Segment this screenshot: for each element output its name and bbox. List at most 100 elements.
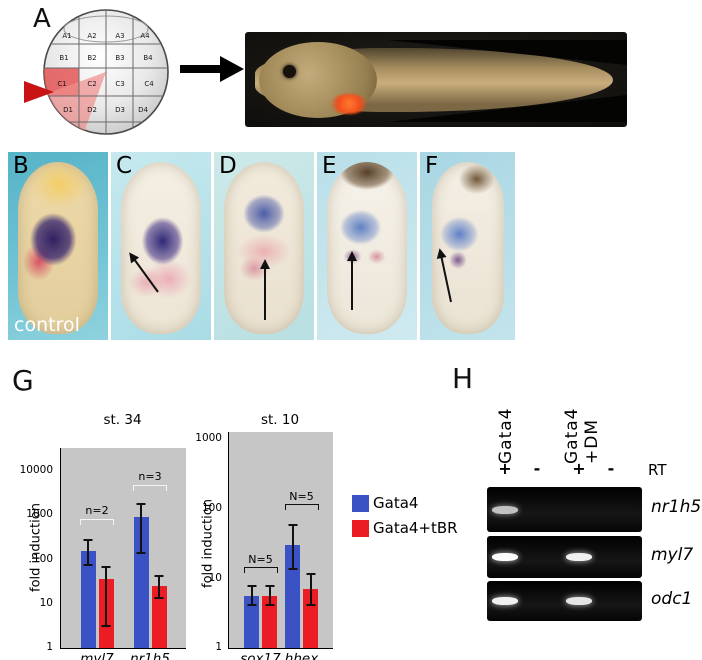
cell-label: D2 [87,106,97,114]
photo-shadow [387,40,627,65]
photo-shadow [387,95,627,122]
rt-sign: + [572,459,586,478]
error-bar [309,572,312,607]
panel-label-c: C [116,153,133,179]
bar-slot [303,432,318,648]
y-axis-ticks: 1000 100 10 1 [190,432,225,653]
bar-group-myl7: n=2 myl7 [80,448,114,660]
stain-arrow-icon [260,259,270,320]
cell-label: C4 [144,80,154,88]
panel-label-d: D [219,153,237,179]
embryo-panel-f: F [420,152,515,340]
fluorescence-spot [331,94,367,114]
y-tick-label: 1000 [195,432,222,445]
cell-label: C2 [87,80,96,88]
cell-label: B1 [59,54,68,62]
error-bar [140,503,142,555]
cell-label: A3 [115,32,124,40]
gene-label-myl7: myl7 [651,545,694,565]
tadpole-photo [245,32,627,127]
gel-group-label-gata4-dm: Gata4 +DM [562,368,602,465]
bar-slot [244,432,259,648]
bar-group-hhex: N=5 hhex [284,432,319,660]
gata4-tbr-color-swatch [352,519,369,537]
injection-arrow-icon [24,81,54,103]
annotation-n=2: n=2 [80,505,114,525]
gel-group-label-gata4: Gata4 [496,372,516,465]
annotation-N=5: N=5 [284,491,319,511]
panel-label-b: B [13,153,29,179]
gel-band-nr1h5 [492,505,518,514]
panel-label-h: H [452,362,474,395]
bar-slot [133,448,149,648]
legend-label: Gata4+tBR [373,519,458,537]
y-tick-label: 10 [208,571,222,584]
y-tick-label: 10000 [19,463,53,476]
chart-legend: Gata4 Gata4+tBR [352,494,458,537]
legend-label: Gata4 [373,494,419,512]
plot-area: n=2 myl7 n=3 nr1h5 [60,448,186,660]
x-tick-label-myl7: myl7 [80,651,114,660]
cell-label: D3 [115,106,125,114]
bar-Gata4-myl7 [80,551,96,648]
gel-strip-odc1 [487,581,642,621]
cell-label: A1 [62,32,71,40]
embryo-panel-b: B control [8,152,108,340]
embryo-panel-c: C [111,152,211,340]
control-label: control [14,314,80,336]
panel-label-g: G [12,364,34,397]
embryo-image [121,162,201,334]
fate-region-bottom-left [47,72,106,131]
y-tick-label: 100 [201,502,222,515]
y-tick-label: 1000 [26,508,53,521]
y-tick-label: 100 [32,552,53,565]
y-tick-label: 10 [39,597,53,610]
cell-label: D1 [63,106,73,114]
error-bar [291,524,294,571]
embryo-image [327,162,407,334]
y-tick-label: 1 [46,641,53,654]
fate-map-diagram: A1 A2 A3 A4 B1 B2 B3 B4 C1 C2 C3 C4 D1 D… [24,9,169,135]
chart-title: st. 34 [103,412,142,428]
legend-item-gata4-tbr: Gata4+tBR [352,519,458,537]
error-bar [105,566,107,627]
gel-lane-signs: + - + - [487,459,642,479]
x-tick-label-nr1h5: nr1h5 [130,651,170,660]
rt-sign: - [607,459,615,478]
rt-sign: - [533,459,541,478]
plot-area: N=5 sox17 N=5 hhex [228,432,333,660]
bar-slot [285,432,300,648]
bar-Gata4-hhex [285,545,300,648]
bar-chart-st10: st. 10 fold induction 1000 100 10 1 N=5 sox1… [170,410,350,660]
cell-label: C3 [115,80,124,88]
gel-band-odc1 [566,597,592,605]
cell-label: B2 [87,54,96,62]
chart-title: st. 10 [260,412,300,428]
x-tick-label-hhex: hhex [284,651,319,660]
bar-Gata4-nr1h5 [133,516,149,648]
cell-label: A4 [140,32,150,40]
gel-band-myl7 [492,553,518,561]
fate-map-cell-labels: A1 A2 A3 A4 B1 B2 B3 B4 C1 C2 C3 C4 D1 D… [57,32,154,114]
bar-Gata4+tBR-nr1h5 [151,585,167,648]
cell-label: B3 [115,54,124,62]
bar-group-sox17: N=5 sox17 [240,432,280,660]
fate-map-grid [44,10,168,134]
embryo-image [18,162,98,334]
gel-band-odc1 [492,597,518,605]
bar-Gata4-sox17 [244,596,259,648]
gel-strip-myl7 [487,536,642,578]
cell-label: C1 [57,80,66,88]
bar-Gata4+tBR-sox17 [262,596,277,648]
tadpole-eye [283,65,296,78]
panel-label-f: F [425,153,439,179]
gel-group-label-text: Gata4 [562,407,582,465]
error-bar [250,585,253,607]
arrow-right-icon [180,56,246,82]
embryo-panel-e: E [317,152,417,340]
gel-group-label-text: Gata4 [496,407,516,465]
panel-label-e: E [322,153,337,179]
embryo-panel-row: B control C D E F [8,152,515,340]
annotation-N=5: N=5 [243,553,278,573]
